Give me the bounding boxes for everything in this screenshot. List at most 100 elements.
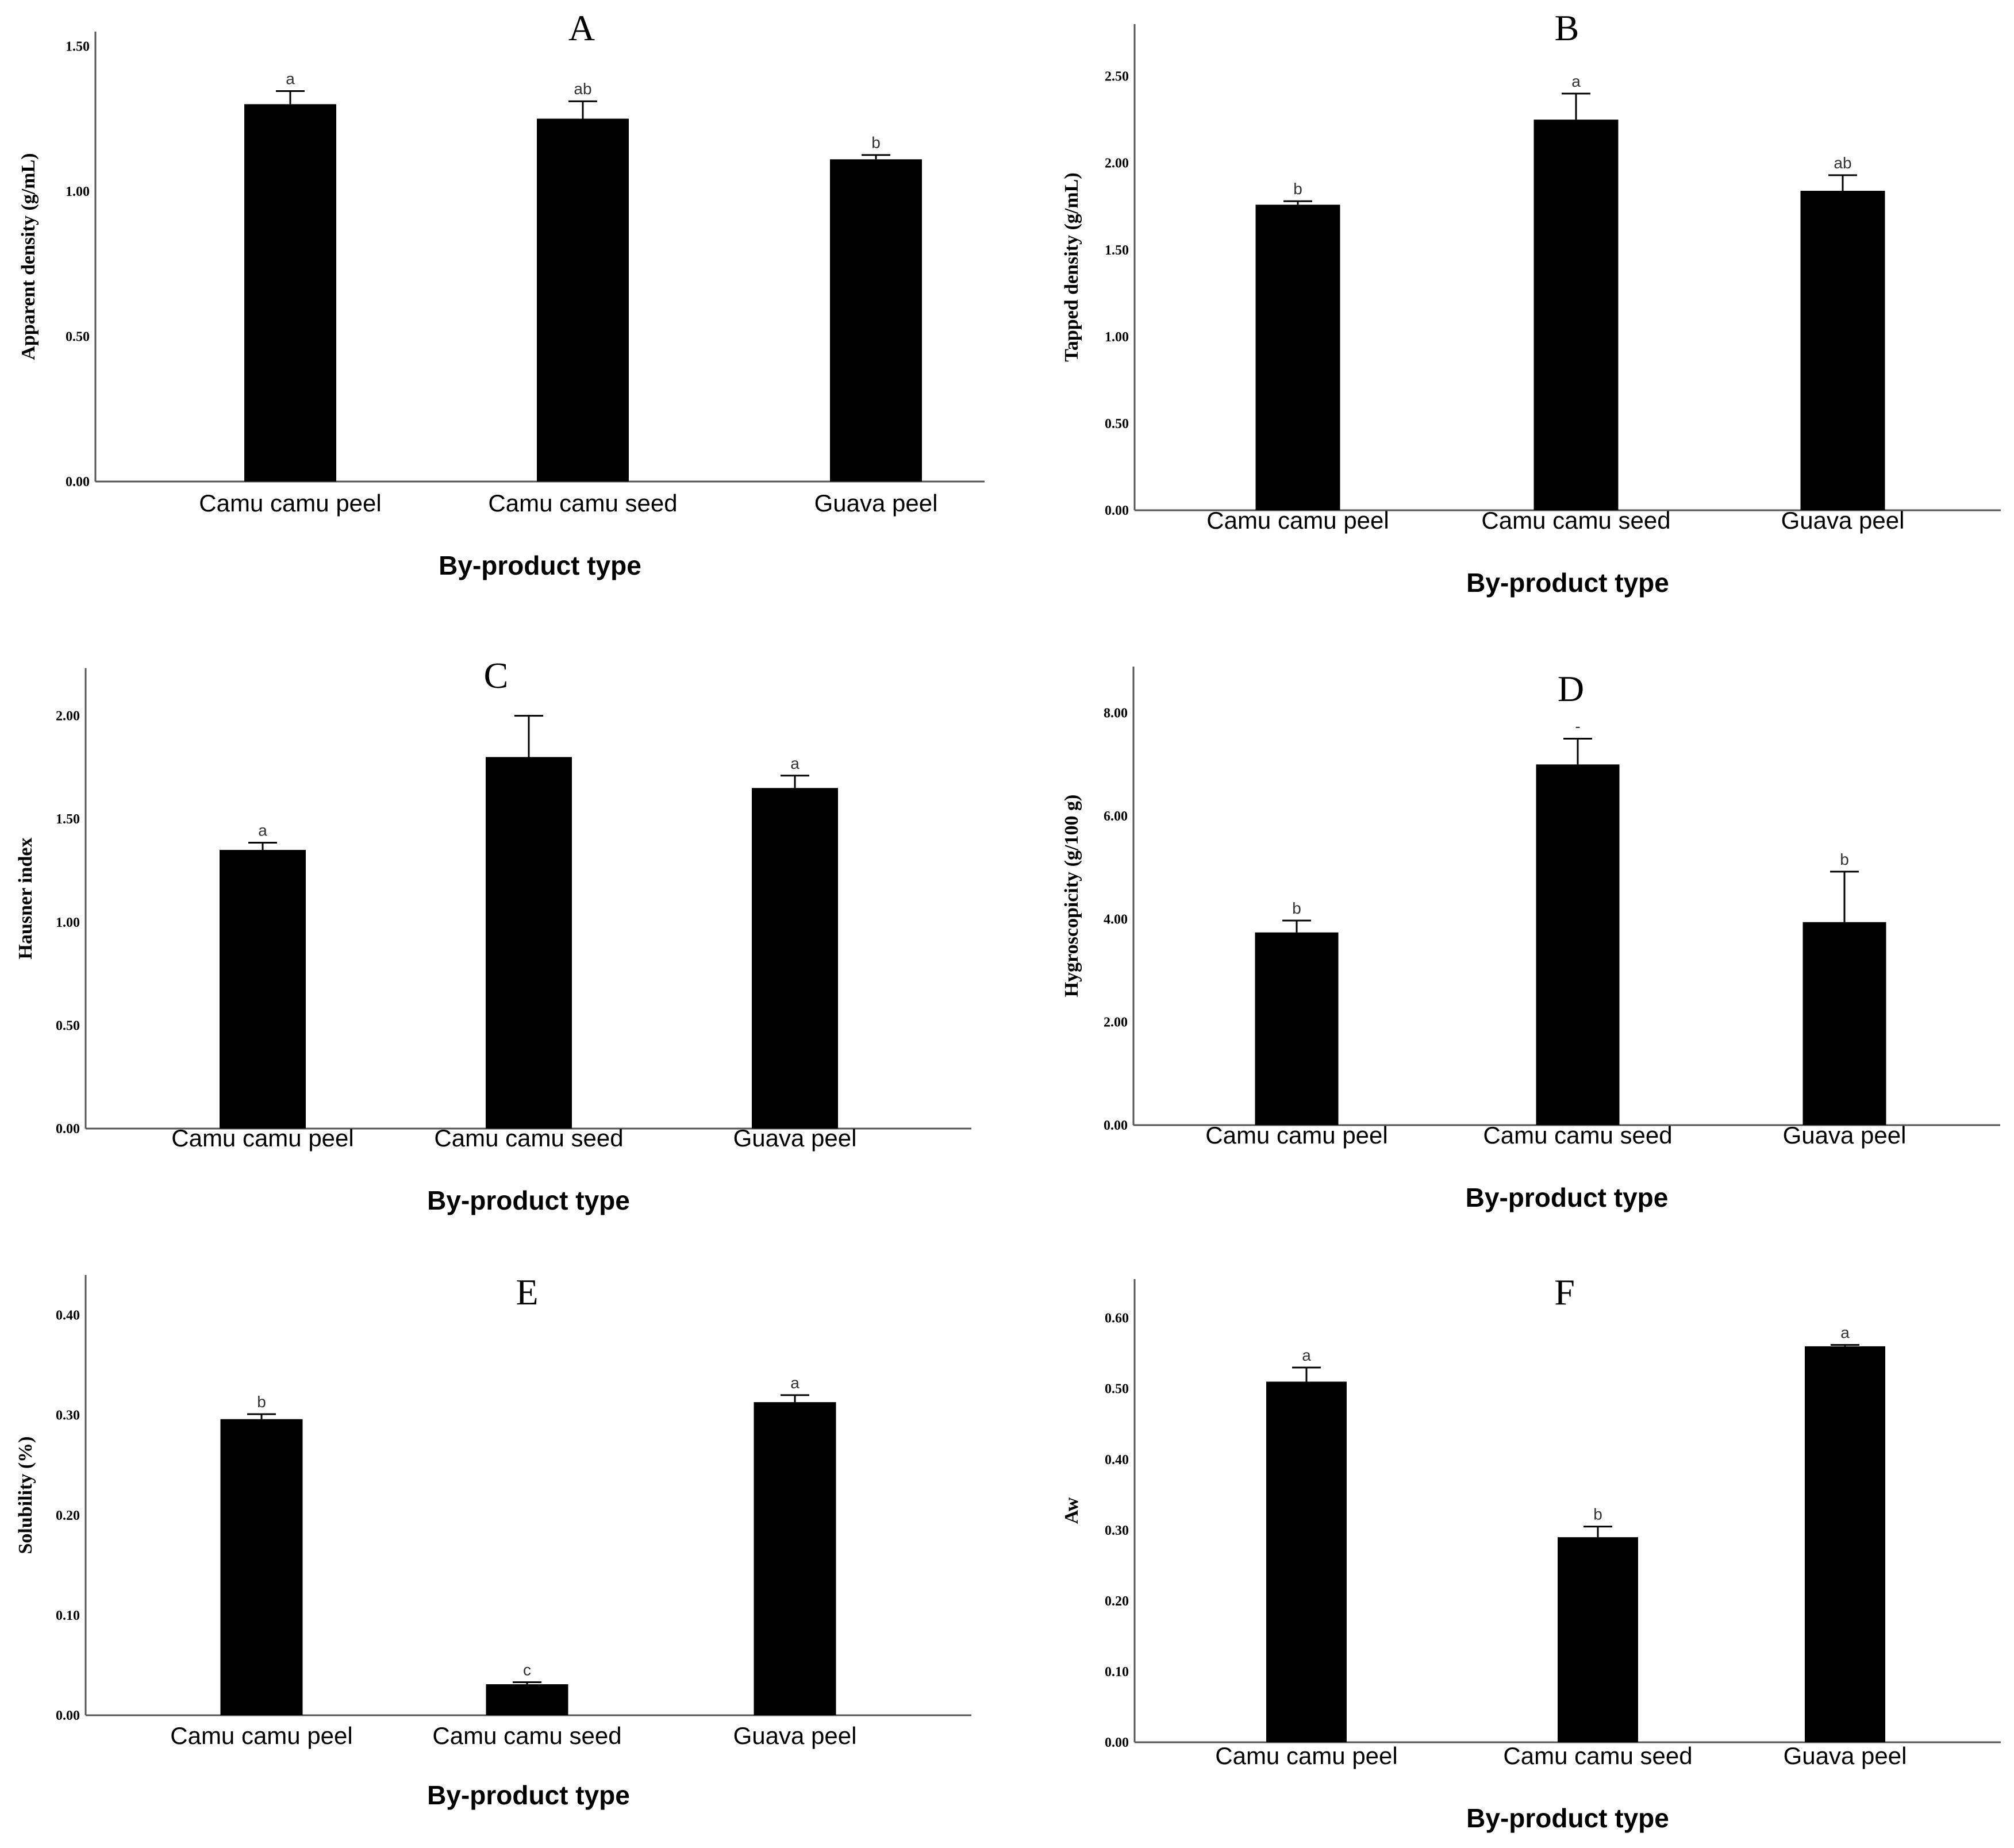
- panel-a-ytick-label: 1.00: [66, 184, 90, 199]
- panel-d-ytick-label: 2.00: [1104, 1015, 1128, 1030]
- panel-b-significance-1: b: [1293, 180, 1302, 198]
- panel-e-title: E: [516, 1272, 538, 1312]
- panel-d-ytick-label: 8.00: [1104, 706, 1128, 721]
- panel-a-xlabel: By-product type: [439, 550, 641, 580]
- panel-d-significance-1: b: [1292, 899, 1301, 917]
- panel-f-ytick-label: 0.30: [1105, 1523, 1129, 1538]
- panel-b-ytick-label: 1.00: [1105, 330, 1129, 345]
- panel-d-bar-2: [1536, 764, 1620, 1125]
- panel-c-title: C: [484, 655, 509, 696]
- panel-b-ylabel: Tapped density (g/mL): [1061, 172, 1082, 361]
- panel-a-title: A: [568, 7, 595, 48]
- panel-b-category-label: Guava peel: [1781, 507, 1905, 534]
- panel-e-significance-2: c: [523, 1661, 531, 1679]
- panel-c-ytick-label: 0.50: [56, 1018, 80, 1033]
- panel-e-bar-2: [486, 1684, 568, 1715]
- panel-e-bar-1: [220, 1419, 303, 1715]
- panel-c-significance-1: a: [258, 822, 267, 840]
- panel-b-ytick-label: 0.00: [1105, 503, 1129, 518]
- panel-f-ytick-label: 0.40: [1105, 1453, 1129, 1468]
- panel-b-significance-2: a: [1571, 72, 1581, 90]
- panel-f-category-label: Guava peel: [1784, 1742, 1907, 1769]
- panel-c-bar-3: [752, 788, 838, 1129]
- panel-d-category-label: Camu camu peel: [1205, 1122, 1387, 1149]
- panel-b-ytick-label: 2.00: [1105, 156, 1129, 171]
- panel-f-category-label: Camu camu peel: [1215, 1742, 1397, 1769]
- panel-d-significance-2: -: [1575, 718, 1580, 736]
- panel-c-ytick-label: 2.00: [56, 709, 80, 724]
- panel-c-category-label: Camu camu seed: [434, 1125, 623, 1152]
- panel-a-category-label: Camu camu peel: [199, 490, 381, 517]
- panel-b-category-label: Camu camu seed: [1481, 507, 1670, 534]
- panel-e-ytick-label: 0.40: [56, 1308, 80, 1323]
- panel-c-bar-1: [220, 850, 306, 1129]
- panel-d-bar-1: [1255, 932, 1339, 1125]
- panel-f-ytick-label: 0.10: [1105, 1665, 1129, 1680]
- panel-e-category-label: Guava peel: [733, 1722, 857, 1749]
- panel-d-ytick-label: 6.00: [1104, 809, 1128, 824]
- panel-d-bar-3: [1802, 922, 1886, 1125]
- panel-b-significance-3: ab: [1834, 154, 1851, 172]
- panel-c-ytick-label: 1.00: [56, 915, 80, 930]
- panel-f-bar-1: [1266, 1381, 1347, 1742]
- panel-a-significance-3: b: [871, 134, 881, 152]
- panel-a-bar-1: [244, 104, 336, 482]
- panel-d-ytick-label: 0.00: [1104, 1118, 1128, 1133]
- panel-b-bar-2: [1533, 120, 1619, 510]
- panel-a-bar-2: [537, 118, 629, 482]
- panel-e-xlabel: By-product type: [427, 1780, 630, 1810]
- panel-f-category-label: Camu camu seed: [1503, 1742, 1692, 1769]
- panel-f-bar-3: [1805, 1346, 1885, 1742]
- panel-a-category-label: Guava peel: [814, 490, 938, 517]
- panel-c-significance-3: a: [790, 754, 800, 772]
- panel-a-bar-3: [830, 159, 922, 482]
- panel-e-ylabel: Solubility (%): [15, 1437, 36, 1554]
- panel-f-bar-2: [1558, 1537, 1638, 1742]
- panel-b-bar-3: [1800, 191, 1885, 510]
- panel-e-ytick-label: 0.10: [56, 1608, 80, 1623]
- panel-e-category-label: Camu camu seed: [432, 1722, 621, 1749]
- panel-d-ytick-label: 4.00: [1104, 912, 1128, 927]
- panel-b-ytick-label: 2.50: [1105, 70, 1129, 84]
- panel-b-bar-1: [1255, 205, 1340, 510]
- panel-d-category-label: Guava peel: [1783, 1122, 1907, 1149]
- panel-b-xlabel: By-product type: [1466, 568, 1669, 598]
- panel-d-title: D: [1558, 668, 1584, 709]
- panel-e-ytick-label: 0.20: [56, 1508, 80, 1523]
- panel-c-ytick-label: 0.00: [56, 1122, 80, 1137]
- panel-c-xlabel: By-product type: [427, 1185, 630, 1215]
- panel-f-ytick-label: 0.20: [1105, 1594, 1129, 1609]
- panel-f-ytick-label: 0.00: [1105, 1735, 1129, 1750]
- panel-d-significance-3: b: [1840, 850, 1849, 868]
- panel-e-category-label: Camu camu peel: [170, 1722, 352, 1749]
- panel-a-significance-2: ab: [574, 80, 591, 98]
- panel-e-ytick-label: 0.30: [56, 1408, 80, 1423]
- panel-e-bar-3: [754, 1402, 836, 1715]
- panel-a-significance-1: a: [286, 70, 295, 88]
- panel-d-category-label: Camu camu seed: [1483, 1122, 1672, 1149]
- panel-e-significance-1: b: [257, 1393, 266, 1411]
- panel-a-ylabel: Apparent density (g/mL): [18, 153, 39, 360]
- panel-c-category-label: Camu camu peel: [171, 1125, 353, 1152]
- panel-c-bar-2: [486, 757, 572, 1129]
- panel-f-xlabel: By-product type: [1466, 1803, 1669, 1833]
- panel-c-ytick-label: 1.50: [56, 812, 80, 827]
- panel-b-category-label: Camu camu peel: [1206, 507, 1389, 534]
- panel-c-ylabel: Hausner index: [15, 838, 36, 960]
- panel-f-title: F: [1554, 1272, 1575, 1312]
- panel-d-ylabel: Hygroscopicity (g/100 g): [1061, 795, 1082, 998]
- panel-f-significance-1: a: [1302, 1346, 1311, 1364]
- panel-b-title: B: [1555, 7, 1579, 48]
- panel-c-category-label: Guava peel: [733, 1125, 857, 1152]
- panel-b-ytick-label: 0.50: [1105, 417, 1129, 432]
- panel-d-xlabel: By-product type: [1466, 1183, 1669, 1212]
- panel-f-ylabel: Aw: [1061, 1497, 1082, 1524]
- panel-f-ytick-label: 0.50: [1105, 1382, 1129, 1397]
- panel-a-ytick-label: 1.50: [66, 39, 90, 54]
- panel-a-ytick-label: 0.00: [66, 475, 90, 490]
- panel-f-significance-2: b: [1593, 1506, 1602, 1523]
- panel-f-ytick-label: 0.60: [1105, 1311, 1129, 1326]
- panel-f-significance-3: a: [1840, 1323, 1850, 1341]
- panel-e-ytick-label: 0.00: [56, 1708, 80, 1723]
